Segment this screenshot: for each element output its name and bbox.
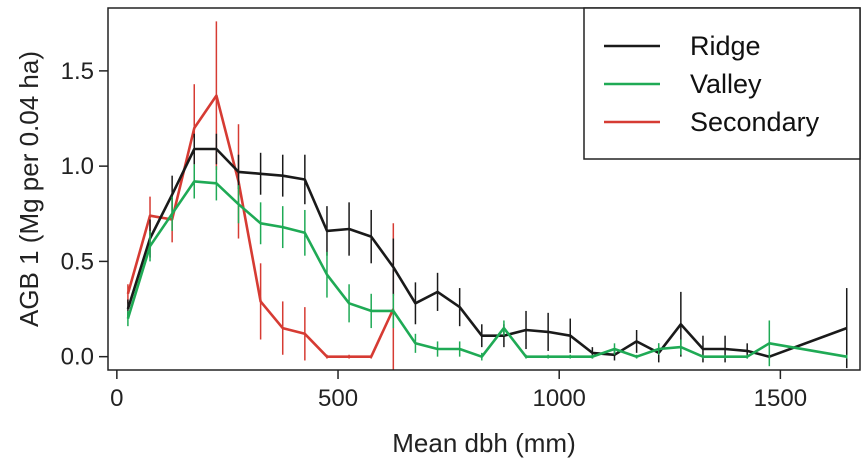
series-secondary: [126, 21, 395, 370]
series-line: [126, 147, 848, 359]
y-axis-title: AGB 1 (Mg per 0.04 ha): [14, 51, 44, 327]
x-tick-label: 1000: [533, 385, 586, 412]
y-tick-label: 0.0: [61, 344, 94, 371]
y-tick-label: 1.0: [61, 153, 94, 180]
plot-frame: [107, 7, 861, 371]
series-ridge: [126, 133, 848, 369]
legend: Ridge Valley Secondary: [583, 7, 861, 160]
y-tick-label: 1.5: [61, 58, 94, 85]
ticks-layer: 0 500 1000 1500 0.0 0.5 1.0 1.5: [61, 58, 807, 412]
legend-label: Valley: [690, 69, 762, 99]
x-tick-label: 1500: [754, 385, 807, 412]
x-axis-title: Mean dbh (mm): [392, 428, 576, 458]
series-line: [126, 180, 847, 359]
x-tick-label: 500: [318, 385, 358, 412]
x-tick-label: 0: [110, 385, 123, 412]
legend-label: Ridge: [690, 31, 761, 61]
y-tick-label: 0.5: [61, 248, 94, 275]
legend-label: Secondary: [690, 107, 820, 137]
series-valley: [126, 164, 848, 367]
data-layer: [126, 21, 848, 370]
